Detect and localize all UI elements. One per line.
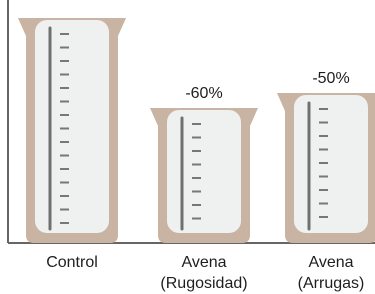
beaker-glass xyxy=(35,20,109,233)
value-label: -60% xyxy=(185,85,222,102)
x-tick-label: Control xyxy=(7,252,137,273)
x-tick-label: Avena (Rugosidad) xyxy=(139,252,269,294)
beaker-glass xyxy=(167,110,241,233)
value-label: -50% xyxy=(312,70,349,87)
plot: -60% -50% xyxy=(0,0,375,294)
x-tick-label: Avena (Arrugas) xyxy=(266,252,375,294)
beaker-glass xyxy=(294,95,368,233)
chart: -60% -50% ControlAvena (Rugosidad)Avena (… xyxy=(0,0,375,294)
